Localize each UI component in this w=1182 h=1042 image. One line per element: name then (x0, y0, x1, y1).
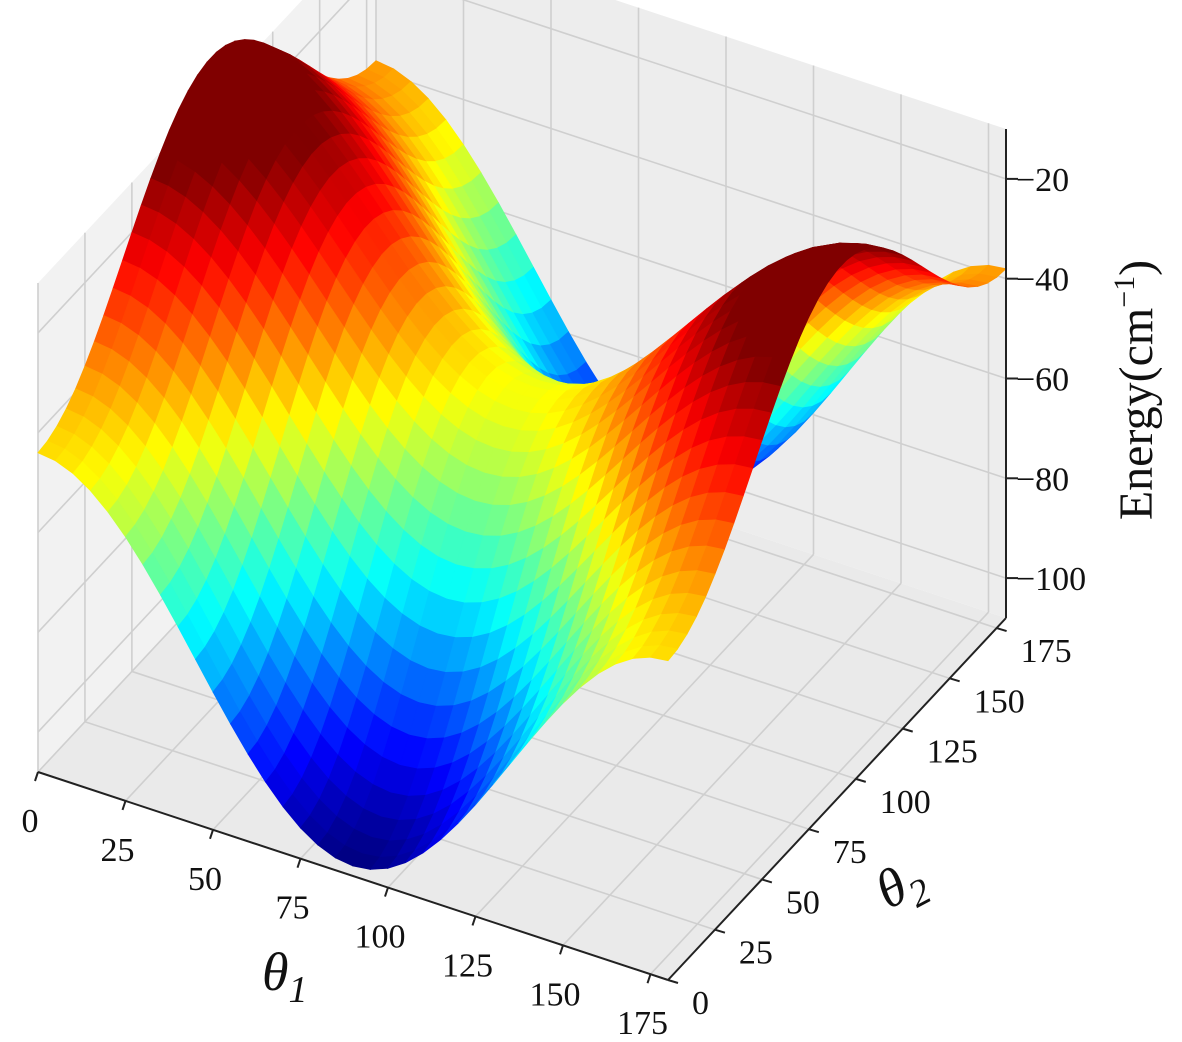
x-tick-label: 0 (22, 803, 39, 840)
x-tick-label: 75 (276, 890, 310, 927)
y-tick-mark (808, 828, 820, 834)
x-tick-label: 100 (355, 919, 406, 956)
y-tick-mark (855, 777, 867, 783)
energy-surface (37, 39, 1007, 870)
y-tick-mark (902, 727, 914, 733)
z-axis-label: Energy(cm−1) (1108, 260, 1163, 520)
x-tick-mark (209, 829, 214, 840)
x-axis-label: θ1 (262, 942, 308, 1011)
y-tick-label: 75 (833, 834, 867, 871)
right-back-pane (376, 0, 1006, 618)
y-tick-mark (667, 979, 679, 984)
z-tick-label: −60 (1016, 362, 1069, 399)
y-tick-label: 50 (786, 884, 820, 921)
x-axis-label-sub: 1 (289, 969, 308, 1011)
x-tick-label: 125 (442, 947, 493, 984)
z-tick-label: −40 (1016, 262, 1069, 299)
y-tick-mark (949, 677, 960, 683)
x-tick-label: 150 (530, 976, 581, 1013)
z-axis-label-sup: −1 (1108, 276, 1141, 308)
y-tick-label: 0 (692, 985, 709, 1022)
x-tick-mark (121, 800, 127, 811)
x-tick-mark (296, 858, 302, 868)
y-tick-label: 125 (927, 734, 978, 771)
y-axis-label: θ2 (865, 846, 938, 928)
x-tick-label: 175 (617, 1005, 668, 1042)
y-tick-label: 100 (880, 784, 931, 821)
z-tick-label: −20 (1016, 162, 1069, 199)
surface-patch (649, 645, 679, 662)
x-tick-mark (559, 945, 564, 955)
x-tick-label: 50 (188, 861, 222, 898)
z-tick-label: −80 (1016, 461, 1069, 498)
y-tick-label: 150 (974, 683, 1025, 720)
x-tick-mark (34, 771, 39, 782)
grid-line (375, 69, 1007, 280)
y-tick-label: 175 (1021, 633, 1072, 670)
x-tick-mark (646, 973, 652, 984)
z-axis-label-close: ) (1110, 260, 1163, 276)
x-tick-mark (471, 916, 477, 926)
y-tick-mark (996, 627, 1007, 633)
tick-labels: 0 25 50 75 100 125 150 175 0 25 50 75 100 125 150 175 −2… (22, 162, 1087, 1042)
y-tick-mark (761, 878, 773, 884)
y-tick-mark (714, 928, 726, 934)
y-tick-label: 25 (739, 935, 773, 972)
x-tick-mark (384, 887, 389, 897)
grid-line (461, 0, 1007, 180)
z-tick-label: −100 (1016, 561, 1086, 598)
x-tick-label: 25 (101, 832, 135, 869)
